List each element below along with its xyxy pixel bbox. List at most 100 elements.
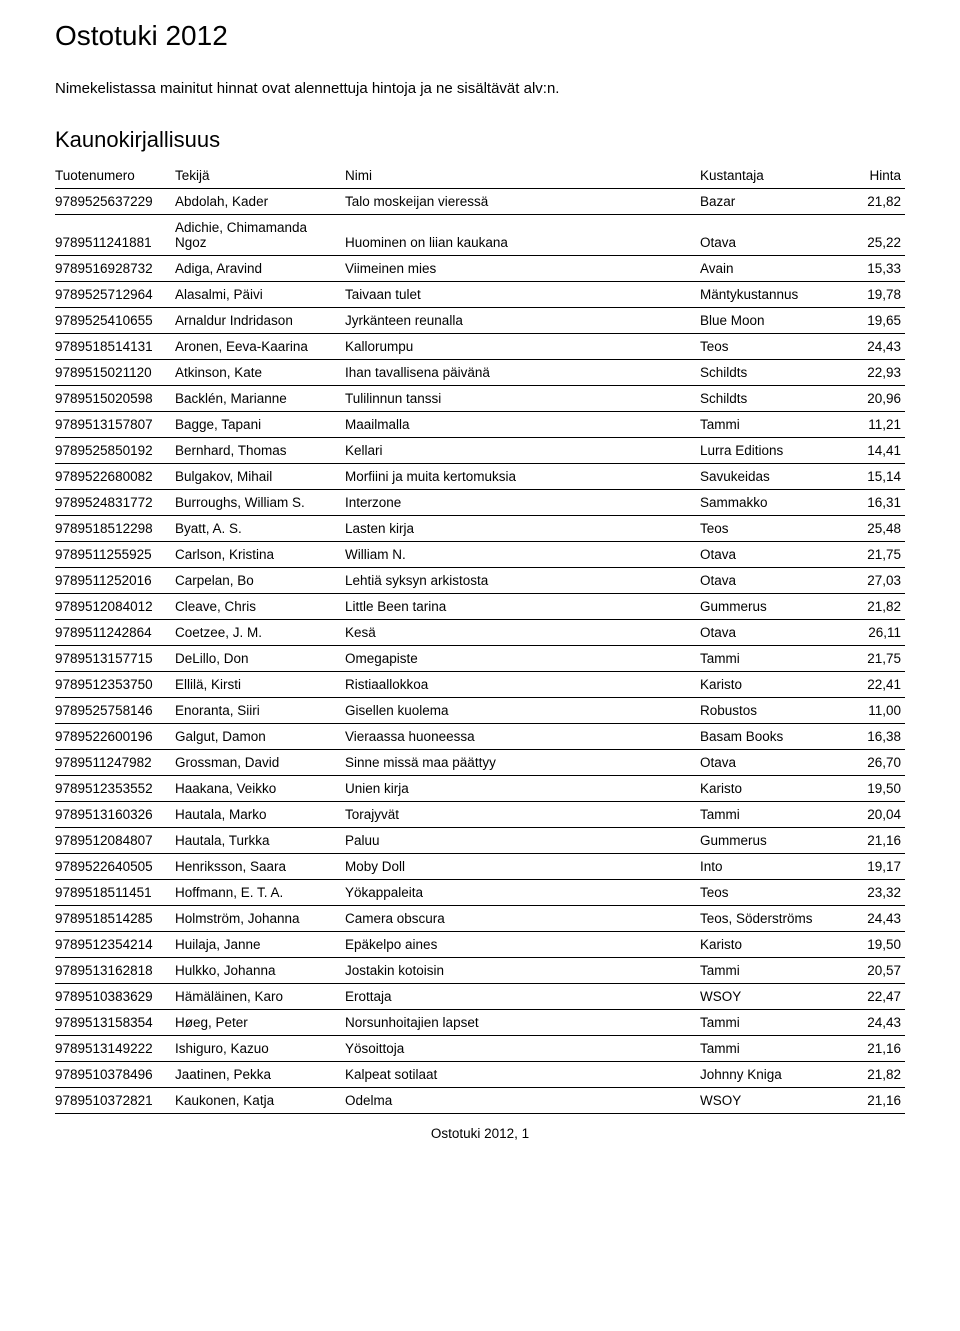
intro-text: Nimekelistassa mainitut hinnat ovat alen… [55, 80, 905, 97]
table-cell: WSOY [700, 984, 850, 1010]
table-cell: Maailmalla [345, 412, 700, 438]
table-cell: 21,16 [850, 828, 905, 854]
table-cell: 9789511247982 [55, 750, 175, 776]
table-cell: 24,43 [850, 906, 905, 932]
table-cell: 14,41 [850, 438, 905, 464]
table-cell: 25,48 [850, 516, 905, 542]
table-row: 9789522600196Galgut, DamonVieraassa huon… [55, 724, 905, 750]
table-cell: Hulkko, Johanna [175, 958, 345, 984]
table-cell: 9789512353750 [55, 672, 175, 698]
table-cell: Vieraassa huoneessa [345, 724, 700, 750]
table-cell: Byatt, A. S. [175, 516, 345, 542]
table-cell: Blue Moon [700, 308, 850, 334]
table-row: 9789518512298Byatt, A. S.Lasten kirjaTeo… [55, 516, 905, 542]
table-cell: 9789511252016 [55, 568, 175, 594]
table-cell: Gummerus [700, 828, 850, 854]
table-cell: Haakana, Veikko [175, 776, 345, 802]
table-cell: 9789525712964 [55, 282, 175, 308]
table-cell: Carlson, Kristina [175, 542, 345, 568]
table-cell: 9789515021120 [55, 360, 175, 386]
table-cell: Ishiguro, Kazuo [175, 1036, 345, 1062]
col-header-tuotenumero: Tuotenumero [55, 163, 175, 189]
table-cell: Sinne missä maa päättyy [345, 750, 700, 776]
table-cell: Ellilä, Kirsti [175, 672, 345, 698]
table-cell: 15,33 [850, 256, 905, 282]
table-cell: 9789522600196 [55, 724, 175, 750]
table-cell: Hautala, Turkka [175, 828, 345, 854]
table-cell: Cleave, Chris [175, 594, 345, 620]
table-cell: Aronen, Eeva-Kaarina [175, 334, 345, 360]
table-cell: Tammi [700, 412, 850, 438]
table-cell: Tammi [700, 646, 850, 672]
table-row: 9789525758146Enoranta, SiiriGisellen kuo… [55, 698, 905, 724]
table-cell: 9789525410655 [55, 308, 175, 334]
table-cell: 21,16 [850, 1036, 905, 1062]
table-cell: 9789518511451 [55, 880, 175, 906]
table-cell: 9789518514285 [55, 906, 175, 932]
table-cell: 26,11 [850, 620, 905, 646]
table-row: 9789515021120Atkinson, KateIhan tavallis… [55, 360, 905, 386]
table-row: 9789516928732Adiga, AravindViimeinen mie… [55, 256, 905, 282]
page-title: Ostotuki 2012 [55, 20, 905, 52]
table-cell: Otava [700, 568, 850, 594]
table-cell: Kaukonen, Katja [175, 1088, 345, 1114]
table-cell: Kallorumpu [345, 334, 700, 360]
table-cell: Omegapiste [345, 646, 700, 672]
table-cell: 22,47 [850, 984, 905, 1010]
table-cell: 19,78 [850, 282, 905, 308]
table-cell: DeLillo, Don [175, 646, 345, 672]
table-cell: Enoranta, Siiri [175, 698, 345, 724]
table-row: 9789518511451Hoffmann, E. T. A.Yökappale… [55, 880, 905, 906]
table-cell: Moby Doll [345, 854, 700, 880]
table-cell: 21,75 [850, 646, 905, 672]
table-cell: 9789524831772 [55, 490, 175, 516]
table-row: 9789518514131Aronen, Eeva-KaarinaKalloru… [55, 334, 905, 360]
table-cell: 16,31 [850, 490, 905, 516]
table-cell: William N. [345, 542, 700, 568]
table-cell: Burroughs, William S. [175, 490, 345, 516]
table-row: 9789522680082Bulgakov, MihailMorfiini ja… [55, 464, 905, 490]
table-cell: Interzone [345, 490, 700, 516]
col-header-kustantaja: Kustantaja [700, 163, 850, 189]
section-title: Kaunokirjallisuus [55, 127, 905, 153]
table-cell: 9789522680082 [55, 464, 175, 490]
table-cell: Karisto [700, 932, 850, 958]
table-cell: Gummerus [700, 594, 850, 620]
table-cell: 9789511241881 [55, 215, 175, 256]
table-cell: Torajyvät [345, 802, 700, 828]
table-cell: 9789511242864 [55, 620, 175, 646]
table-cell: Paluu [345, 828, 700, 854]
table-cell: Sammakko [700, 490, 850, 516]
table-row: 9789512353552Haakana, VeikkoUnien kirjaK… [55, 776, 905, 802]
table-row: 9789511252016Carpelan, BoLehtiä syksyn a… [55, 568, 905, 594]
table-cell: Tammi [700, 958, 850, 984]
table-cell: 9789513157807 [55, 412, 175, 438]
table-cell: Morfiini ja muita kertomuksia [345, 464, 700, 490]
table-row: 9789524831772Burroughs, William S.Interz… [55, 490, 905, 516]
table-cell: 9789513162818 [55, 958, 175, 984]
table-cell: 9789513149222 [55, 1036, 175, 1062]
table-cell: 9789525637229 [55, 189, 175, 215]
table-cell: 24,43 [850, 334, 905, 360]
table-cell: Lehtiä syksyn arkistosta [345, 568, 700, 594]
table-cell: Kellari [345, 438, 700, 464]
table-cell: Viimeinen mies [345, 256, 700, 282]
table-cell: Huominen on liian kaukana [345, 215, 700, 256]
table-cell: 19,50 [850, 932, 905, 958]
table-cell: 9789512354214 [55, 932, 175, 958]
table-cell: Schildts [700, 360, 850, 386]
table-cell: Taivaan tulet [345, 282, 700, 308]
table-cell: Talo moskeijan vieressä [345, 189, 700, 215]
table-cell: 21,82 [850, 189, 905, 215]
table-cell: Galgut, Damon [175, 724, 345, 750]
table-row: 9789525850192Bernhard, ThomasKellariLurr… [55, 438, 905, 464]
table-cell: Otava [700, 750, 850, 776]
table-row: 9789511241881Adichie, Chimamanda NgozHuo… [55, 215, 905, 256]
table-row: 9789511247982Grossman, DavidSinne missä … [55, 750, 905, 776]
table-cell: Teos, Söderströms [700, 906, 850, 932]
table-cell: Kesä [345, 620, 700, 646]
table-row: 9789513158354Høeg, PeterNorsunhoitajien … [55, 1010, 905, 1036]
table-cell: Epäkelpo aines [345, 932, 700, 958]
table-cell: Otava [700, 215, 850, 256]
table-cell: 22,41 [850, 672, 905, 698]
